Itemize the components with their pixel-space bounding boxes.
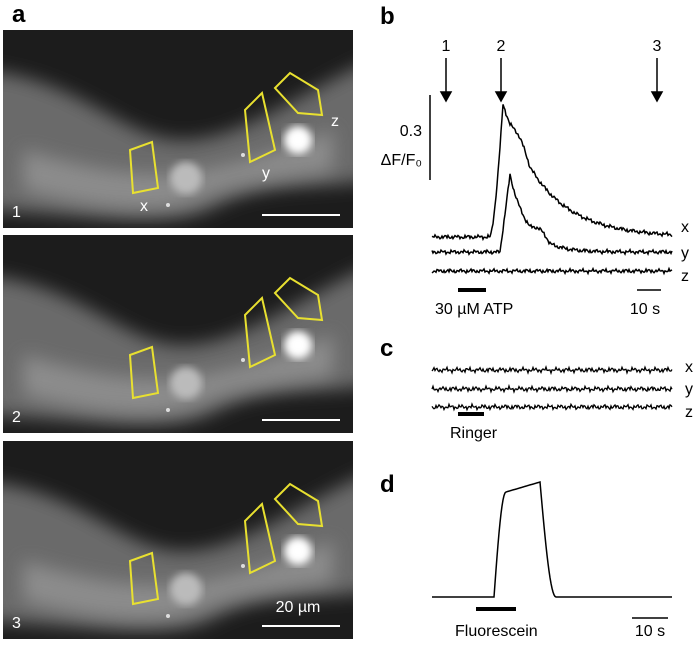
image-number: 2 [12,409,21,426]
time-marker: 1 [442,38,451,55]
traces [431,104,673,276]
roi-label: y [262,165,270,182]
stimulus-label: Fluorescein [455,623,538,640]
traces [431,365,673,412]
stimulus-label: 30 µM ATP [435,301,513,318]
trace [431,402,673,412]
scale-unit: ΔF/F₀ [381,152,422,169]
trace-label: x [681,219,689,236]
traces [432,481,672,598]
trace [431,266,673,276]
trace [431,173,673,256]
panel-label: c [380,335,393,362]
image [0,235,373,433]
image-number: 3 [12,615,21,632]
trace [432,481,672,598]
trace [431,365,673,376]
time-scale-label: 10 s [635,623,665,640]
time-marker: 2 [497,38,506,55]
panel-label: d [380,471,395,498]
trace-label: x [685,359,693,376]
image [0,30,373,228]
trace-label: z [681,268,689,285]
panel-label: a [12,1,26,28]
trace-label: z [685,404,693,421]
image-number: 1 [12,204,21,221]
trace-label: y [681,245,689,262]
image [0,441,373,639]
roi-label: x [140,198,148,215]
time-arrows [439,58,664,103]
time-scale-label: 10 s [630,301,660,318]
scale-value: 0.3 [400,123,422,140]
stimulus-label: Ringer [450,425,498,442]
scale-bar-label: 20 µm [276,599,321,616]
panel-label: b [380,3,395,30]
trace-label: y [685,381,693,398]
roi-label: z [331,113,339,130]
trace [431,383,673,394]
trace [431,104,673,242]
time-marker: 3 [653,38,662,55]
